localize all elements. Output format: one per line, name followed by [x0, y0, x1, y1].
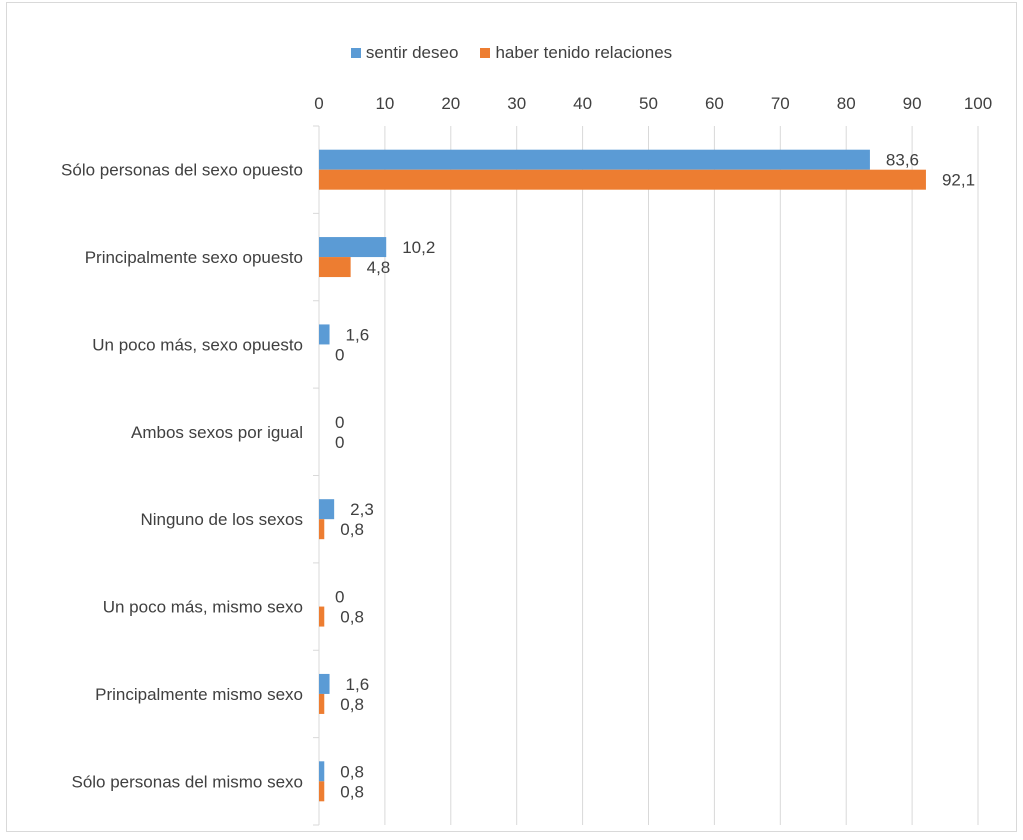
bar-haber-tenido-relaciones [319, 606, 325, 627]
data-label: 0,8 [340, 782, 364, 801]
data-label: 92,1 [942, 171, 975, 190]
bar-sentir-deseo [319, 149, 870, 170]
bar-haber-tenido-relaciones [319, 693, 325, 714]
data-label: 0,8 [340, 608, 364, 627]
x-tick-label: 10 [375, 94, 394, 113]
data-label: 4,8 [367, 258, 391, 277]
x-tick-label: 30 [507, 94, 526, 113]
category-label: Sólo personas del mismo sexo [71, 772, 303, 791]
bar-sentir-deseo [319, 673, 330, 694]
x-tick-label: 50 [639, 94, 658, 113]
legend-label: haber tenido relaciones [495, 43, 673, 62]
category-label: Un poco más, mismo sexo [103, 598, 303, 617]
data-label: 0 [335, 413, 344, 432]
data-label: 1,6 [346, 675, 370, 694]
category-label: Un poco más, sexo opuesto [92, 335, 303, 354]
x-tick-label: 20 [441, 94, 460, 113]
legend-swatch-orange [480, 48, 491, 58]
data-label: 83,6 [886, 151, 919, 170]
bar-sentir-deseo [319, 237, 387, 258]
category-label: Ambos sexos por igual [131, 423, 303, 442]
legend-item-haber-tenido-relaciones: haber tenido relaciones [480, 43, 672, 63]
x-tick-label: 70 [771, 94, 790, 113]
x-tick-label: 60 [705, 94, 724, 113]
legend-item-sentir-deseo: sentir deseo [350, 43, 459, 63]
category-label: Ninguno de los sexos [140, 510, 303, 529]
chart-frame: sentir deseo haber tenido relaciones 0 10… [6, 2, 1017, 832]
legend-label: sentir deseo [365, 43, 459, 62]
data-label: 2,3 [350, 500, 374, 519]
x-tick-label: 90 [903, 94, 922, 113]
x-tick-label: 80 [837, 94, 856, 113]
bar-haber-tenido-relaciones [319, 781, 325, 802]
legend-swatch-blue [350, 48, 361, 58]
bar-haber-tenido-relaciones [319, 169, 926, 190]
x-tick-label: 100 [964, 94, 992, 113]
data-label: 0,8 [340, 695, 364, 714]
data-label: 0 [335, 345, 344, 364]
bar-haber-tenido-relaciones [319, 257, 351, 278]
category-label: Principalmente sexo opuesto [85, 248, 303, 267]
data-label: 0,8 [340, 762, 364, 781]
category-label: Principalmente mismo sexo [95, 685, 303, 704]
legend: sentir deseo haber tenido relaciones [7, 43, 1016, 63]
bar-sentir-deseo [319, 499, 335, 520]
category-label: Sólo personas del sexo opuesto [61, 161, 303, 180]
data-label: 10,2 [402, 238, 435, 257]
bar-chart: 0 10 20 30 40 50 60 70 80 90 100 Sólo personas del … [61, 94, 992, 826]
data-label: 0 [335, 433, 344, 452]
x-tick-label: 0 [314, 94, 323, 113]
bar-haber-tenido-relaciones [319, 519, 325, 540]
data-label: 1,6 [346, 325, 370, 344]
x-tick-label: 40 [573, 94, 592, 113]
bar-sentir-deseo [319, 761, 325, 782]
data-label: 0 [335, 588, 344, 607]
data-label: 0,8 [340, 520, 364, 539]
bar-sentir-deseo [319, 324, 330, 345]
